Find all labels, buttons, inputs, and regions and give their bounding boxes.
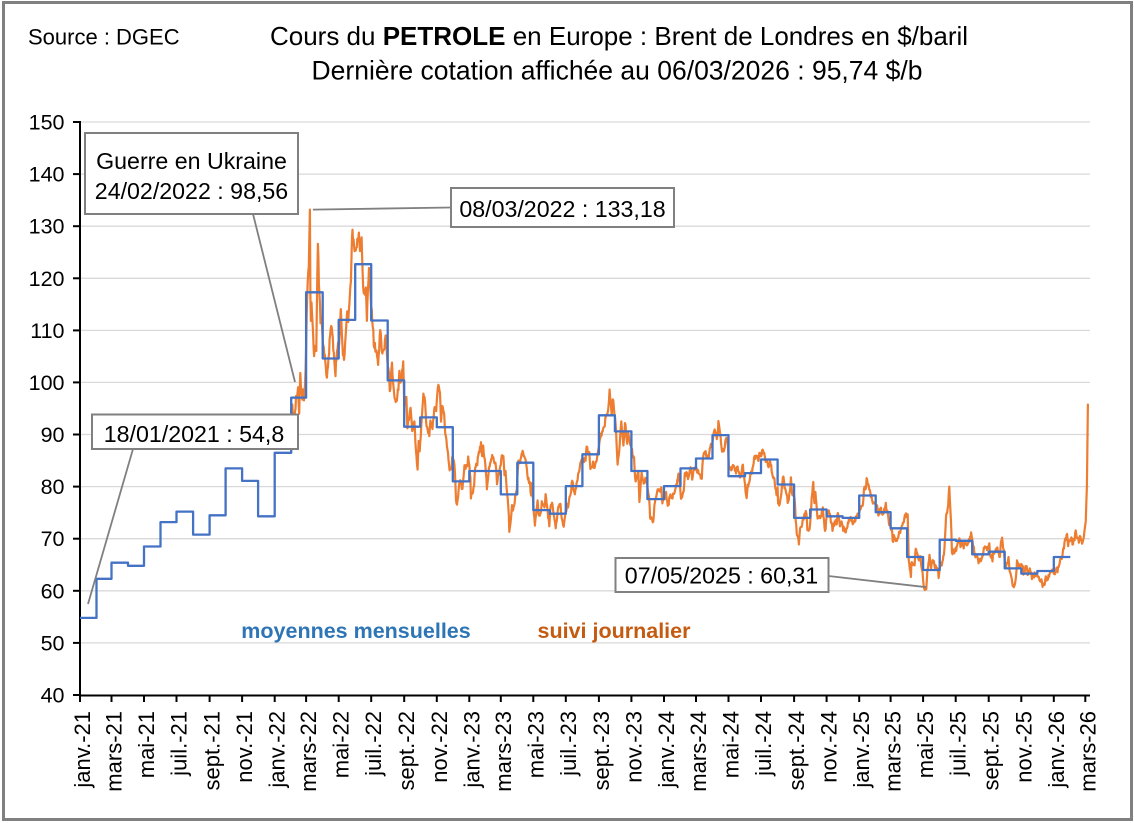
svg-text:mars-22: mars-22 [296,711,321,792]
svg-text:Dernière cotation affichée au: Dernière cotation affichée au 06/03/2026… [312,56,923,86]
svg-text:130: 130 [29,215,65,239]
svg-text:18/01/2021 : 54,8: 18/01/2021 : 54,8 [104,421,285,447]
svg-text:sept.-21: sept.-21 [200,711,225,791]
svg-text:mai-25: mai-25 [913,711,938,778]
svg-text:24/02/2022 : 98,56: 24/02/2022 : 98,56 [95,178,288,204]
svg-text:150: 150 [29,111,65,135]
svg-text:nov.-22: nov.-22 [427,711,452,783]
svg-text:Cours du PETROLE en Europe : B: Cours du PETROLE en Europe : Brent de Lo… [270,21,968,51]
svg-text:sept.-25: sept.-25 [979,711,1004,791]
svg-text:110: 110 [30,319,64,343]
svg-text:mars-24: mars-24 [686,711,711,792]
svg-text:juil.-21: juil.-21 [167,711,192,777]
svg-text:sept.-22: sept.-22 [394,711,419,791]
svg-text:mars-21: mars-21 [102,711,127,792]
svg-text:mai-23: mai-23 [523,711,548,778]
svg-text:140: 140 [29,163,65,187]
svg-text:juil.-25: juil.-25 [946,711,971,777]
svg-text:90: 90 [41,423,65,447]
svg-text:50: 50 [41,631,65,655]
svg-text:mai-22: mai-22 [329,711,354,778]
svg-text:nov.-25: nov.-25 [1011,711,1036,783]
svg-text:mai-21: mai-21 [134,711,159,778]
svg-text:Source : DGEC: Source : DGEC [28,25,180,50]
svg-text:40: 40 [41,684,65,708]
svg-text:nov.-24: nov.-24 [817,711,842,783]
svg-text:sept.-24: sept.-24 [784,711,809,791]
svg-text:janv.-25: janv.-25 [849,711,874,789]
svg-text:janv.-21: janv.-21 [70,711,95,789]
svg-text:sept.-23: sept.-23 [589,711,614,791]
svg-text:80: 80 [41,475,65,499]
svg-text:mars-23: mars-23 [491,711,516,792]
svg-text:60: 60 [41,579,65,603]
svg-text:nov.-21: nov.-21 [232,711,257,783]
svg-text:100: 100 [29,371,65,395]
svg-text:70: 70 [41,527,65,551]
svg-text:120: 120 [29,267,65,291]
svg-text:juil.-22: juil.-22 [361,711,386,777]
svg-text:mars-25: mars-25 [881,711,906,792]
svg-text:07/05/2025 : 60,31: 07/05/2025 : 60,31 [625,563,818,589]
svg-text:janv.-23: janv.-23 [459,711,484,789]
svg-text:juil.-23: juil.-23 [556,711,581,777]
svg-text:janv.-24: janv.-24 [654,711,679,789]
svg-text:moyennes mensuelles: moyennes mensuelles [241,619,470,643]
svg-text:Guerre en Ukraine: Guerre en Ukraine [96,148,287,174]
svg-text:janv.-26: janv.-26 [1044,711,1069,789]
svg-text:nov.-23: nov.-23 [621,711,646,783]
svg-text:suivi journalier: suivi journalier [538,619,692,643]
svg-text:08/03/2022 : 133,18: 08/03/2022 : 133,18 [459,196,665,222]
svg-text:juil.-24: juil.-24 [751,711,776,777]
svg-text:mars-26: mars-26 [1075,711,1100,792]
svg-text:mai-24: mai-24 [719,711,744,778]
svg-text:janv.-22: janv.-22 [265,711,290,789]
